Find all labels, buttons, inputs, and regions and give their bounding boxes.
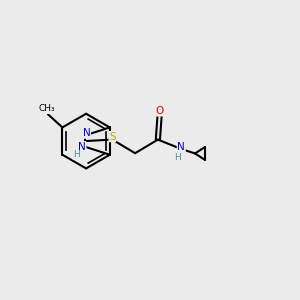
Text: CH₃: CH₃ xyxy=(38,104,55,113)
Text: H: H xyxy=(73,151,80,160)
Text: N: N xyxy=(78,142,86,152)
Text: H: H xyxy=(174,153,181,162)
Text: N: N xyxy=(177,142,185,152)
Text: N: N xyxy=(82,128,90,138)
Text: O: O xyxy=(155,106,164,116)
Text: S: S xyxy=(109,132,116,142)
